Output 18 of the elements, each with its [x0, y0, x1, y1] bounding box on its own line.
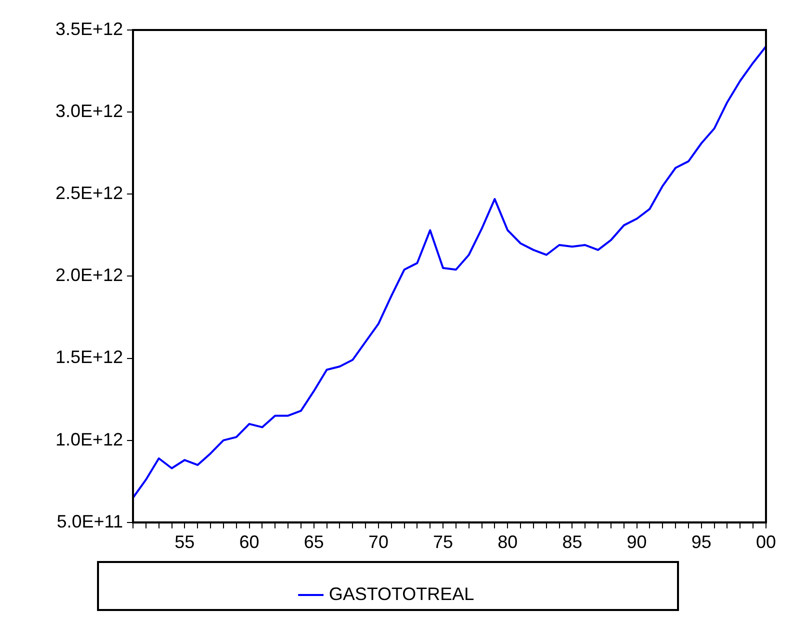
x-tick-label: 95: [691, 532, 712, 552]
x-tick-label: 00: [756, 532, 776, 552]
y-tick-label: 1.5E+12: [55, 347, 123, 368]
y-tick-label: 2.5E+12: [55, 183, 123, 204]
x-tick-label: 85: [562, 532, 582, 552]
legend-label: GASTOTOTREAL: [328, 584, 474, 604]
x-tick-label: 65: [304, 532, 324, 552]
y-tick-label: 3.0E+12: [55, 101, 123, 122]
y-tick-label: 3.5E+12: [55, 18, 123, 39]
x-tick-label: 80: [498, 532, 518, 552]
y-tick-label: 2.0E+12: [55, 265, 123, 286]
y-tick-label: 1.0E+12: [55, 429, 123, 450]
y-tick-label: 5.0E+11: [56, 511, 123, 532]
x-tick-label: 75: [433, 532, 454, 552]
x-tick-label: 70: [368, 532, 388, 552]
x-tick-label: 60: [239, 532, 260, 552]
x-tick-label: 55: [174, 532, 195, 552]
x-tick-label: 90: [626, 532, 647, 552]
